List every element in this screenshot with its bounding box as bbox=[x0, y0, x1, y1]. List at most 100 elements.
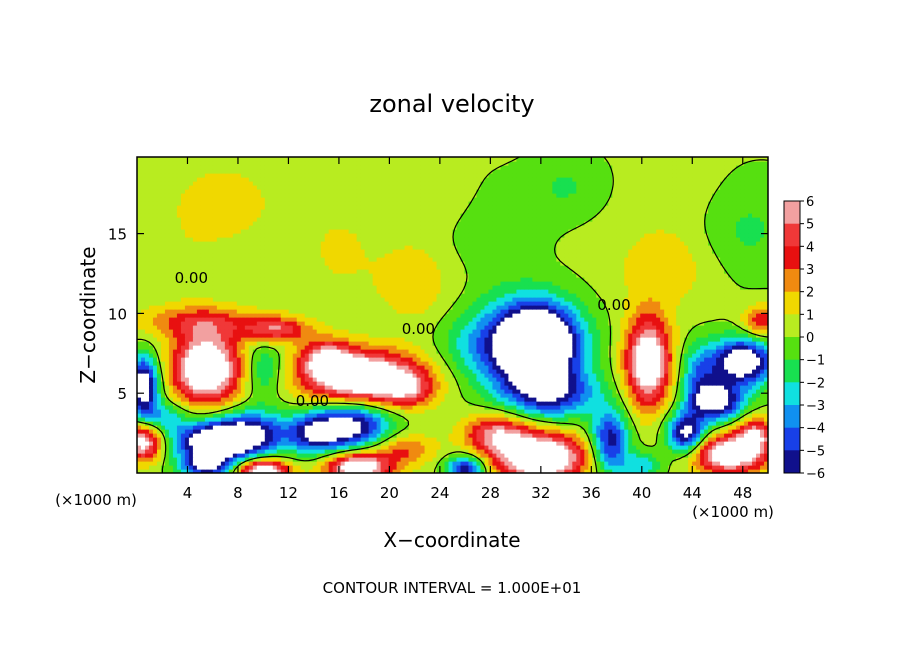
field-cell bbox=[636, 373, 641, 378]
field-cell bbox=[684, 421, 689, 426]
field-cell bbox=[496, 377, 502, 382]
field-cell bbox=[328, 441, 334, 446]
field-cell bbox=[224, 353, 230, 358]
field-cell bbox=[540, 349, 545, 354]
field-cell bbox=[644, 397, 649, 402]
field-cell bbox=[712, 409, 717, 414]
field-cell bbox=[224, 465, 230, 470]
field-cell bbox=[716, 349, 721, 354]
field-cell bbox=[660, 441, 665, 446]
field-cell bbox=[368, 345, 374, 350]
field-cell bbox=[572, 405, 577, 410]
field-cell bbox=[448, 349, 454, 354]
field-cell bbox=[704, 409, 709, 414]
field-cell bbox=[560, 441, 565, 446]
field-cell bbox=[652, 449, 657, 454]
field-cell bbox=[392, 461, 398, 466]
field-cell bbox=[288, 409, 294, 414]
field-cell bbox=[612, 349, 617, 354]
field-cell bbox=[460, 389, 466, 394]
field-cell bbox=[680, 397, 685, 402]
field-cell bbox=[508, 465, 513, 470]
field-cell bbox=[532, 401, 537, 406]
field-cell bbox=[424, 401, 430, 406]
field-cell bbox=[316, 421, 322, 426]
field-cell bbox=[476, 385, 482, 390]
field-cell bbox=[340, 445, 346, 450]
field-cell bbox=[464, 405, 470, 410]
field-cell bbox=[144, 445, 150, 450]
field-cell bbox=[752, 453, 757, 458]
field-cell bbox=[528, 345, 533, 350]
field-cell bbox=[408, 421, 414, 426]
field-cell bbox=[296, 437, 302, 442]
field-cell bbox=[604, 445, 609, 450]
field-cell bbox=[336, 429, 342, 434]
field-cell bbox=[536, 405, 541, 410]
field-cell bbox=[488, 397, 494, 402]
field-cell bbox=[168, 349, 174, 354]
field-cell bbox=[596, 393, 601, 398]
field-cell bbox=[137, 417, 142, 422]
field-cell bbox=[524, 461, 529, 466]
field-cell bbox=[164, 393, 170, 398]
field-cell bbox=[496, 405, 502, 410]
field-cell bbox=[372, 385, 378, 390]
field-cell bbox=[336, 457, 342, 462]
field-cell bbox=[404, 345, 410, 350]
field-cell bbox=[236, 393, 242, 398]
field-cell bbox=[472, 441, 478, 446]
field-cell bbox=[408, 361, 414, 366]
field-cell bbox=[424, 413, 430, 418]
field-cell bbox=[548, 357, 553, 362]
field-cell bbox=[664, 409, 669, 414]
field-cell bbox=[676, 417, 681, 422]
field-cell bbox=[208, 437, 214, 442]
field-cell bbox=[488, 429, 494, 434]
field-cell bbox=[612, 421, 617, 426]
field-cell bbox=[356, 397, 362, 402]
field-cell bbox=[504, 457, 510, 462]
field-cell bbox=[172, 449, 178, 454]
field-cell bbox=[244, 381, 250, 386]
field-cell bbox=[712, 365, 717, 370]
field-cell bbox=[544, 389, 549, 394]
field-cell bbox=[732, 417, 737, 422]
field-cell bbox=[676, 449, 681, 454]
field-cell bbox=[384, 373, 390, 378]
field-cell bbox=[416, 441, 422, 446]
field-cell bbox=[644, 381, 649, 386]
field-cell bbox=[732, 361, 737, 366]
field-cell bbox=[336, 437, 342, 442]
field-cell bbox=[144, 465, 150, 470]
field-cell bbox=[592, 437, 597, 442]
field-cell bbox=[500, 425, 506, 430]
field-cell bbox=[708, 397, 713, 402]
field-cell bbox=[432, 437, 438, 442]
field-cell bbox=[728, 357, 733, 362]
field-cell bbox=[464, 373, 470, 378]
field-cell bbox=[380, 433, 386, 438]
field-cell bbox=[460, 357, 466, 362]
field-cell bbox=[252, 389, 258, 394]
field-cell bbox=[196, 369, 202, 374]
field-cell bbox=[232, 405, 238, 410]
field-cell bbox=[296, 449, 302, 454]
field-cell bbox=[540, 405, 545, 410]
field-cell bbox=[624, 469, 629, 473]
field-cell bbox=[568, 357, 573, 362]
field-cell bbox=[592, 385, 597, 390]
field-cell bbox=[280, 421, 286, 426]
field-cell bbox=[652, 413, 657, 418]
field-cell bbox=[264, 393, 270, 398]
field-cell bbox=[616, 429, 621, 434]
field-cell bbox=[140, 377, 146, 382]
field-cell bbox=[392, 417, 398, 422]
field-cell bbox=[764, 357, 768, 362]
field-cell bbox=[568, 417, 573, 422]
field-cell bbox=[736, 469, 741, 473]
field-cell bbox=[192, 449, 198, 454]
field-cell bbox=[580, 417, 585, 422]
field-cell bbox=[296, 417, 302, 422]
field-cell bbox=[236, 365, 242, 370]
